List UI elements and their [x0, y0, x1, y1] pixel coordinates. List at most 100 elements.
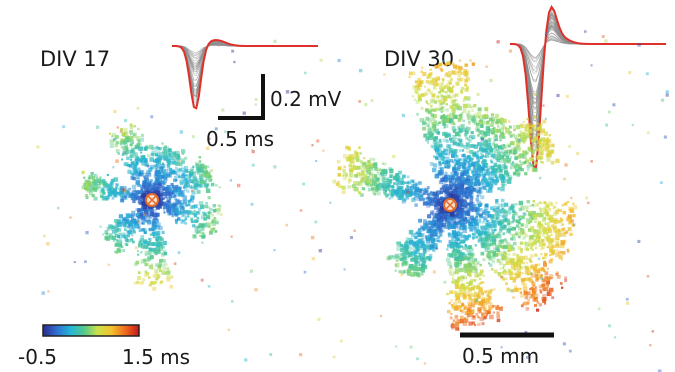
- latency-pixel: [131, 161, 135, 164]
- latency-pixel: [210, 182, 215, 187]
- latency-pixel: [163, 154, 167, 159]
- latency-pixel: [471, 169, 475, 173]
- latency-pixel: [400, 248, 405, 253]
- latency-pixel: [545, 212, 550, 216]
- latency-pixel: [504, 202, 509, 207]
- latency-pixel: [175, 191, 180, 196]
- latency-pixel: [123, 221, 127, 225]
- latency-pixel: [453, 159, 456, 161]
- latency-pixel: [396, 183, 399, 186]
- latency-pixel: [153, 215, 158, 221]
- latency-pixel: [378, 182, 383, 187]
- latency-pixel: [413, 236, 417, 240]
- latency-pixel: [520, 131, 526, 137]
- latency-pixel: [439, 216, 443, 220]
- latency-pixel: [137, 214, 142, 219]
- latency-pixel: [474, 301, 477, 304]
- latency-pixel: [517, 167, 522, 172]
- latency-pixel: [177, 162, 181, 166]
- latency-pixel: [501, 258, 505, 261]
- latency-pixel: [463, 188, 466, 191]
- latency-pixel: [547, 150, 551, 154]
- latency-pixel: [472, 114, 476, 118]
- latency-pixel: [449, 137, 452, 141]
- latency-pixel: [456, 319, 461, 324]
- latency-pixel: [540, 128, 545, 133]
- latency-pixel: [433, 155, 436, 158]
- latency-pixel: [439, 200, 442, 203]
- latency-pixel: [436, 202, 441, 207]
- latency-pixel: [442, 115, 448, 120]
- latency-pixel: [436, 131, 441, 135]
- latency-pixel: [129, 149, 134, 154]
- latency-pixel: [470, 266, 475, 270]
- latency-pixel: [494, 211, 499, 216]
- latency-pixel: [136, 177, 140, 181]
- latency-pixel: [453, 141, 457, 145]
- latency-pixel: [122, 142, 126, 145]
- latency-pixel: [425, 116, 430, 121]
- latency-pixel: [467, 120, 471, 124]
- latency-pixel: [458, 250, 462, 254]
- latency-pixel: [495, 168, 498, 171]
- latency-pixel: [336, 159, 341, 164]
- latency-pixel: [181, 191, 185, 194]
- latency-pixel: [173, 201, 176, 204]
- latency-pixel: [437, 206, 442, 210]
- latency-pixel: [137, 210, 142, 215]
- latency-pixel: [517, 145, 521, 149]
- latency-pixel: [444, 166, 447, 169]
- latency-pixel: [451, 253, 456, 258]
- latency-pixel: [155, 212, 160, 217]
- latency-pixel: [168, 210, 174, 216]
- latency-pixel: [385, 178, 389, 182]
- latency-pixel: [501, 207, 504, 210]
- latency-pixel: [450, 224, 456, 229]
- latency-pixel: [460, 235, 464, 239]
- latency-pixel: [470, 224, 473, 227]
- latency-pixel: [523, 231, 526, 234]
- latency-pixel: [482, 291, 485, 294]
- latency-pixel: [509, 237, 513, 241]
- latency-pixel: [518, 133, 522, 137]
- latency-pixel: [546, 245, 549, 249]
- latency-pixel: [457, 167, 461, 171]
- latency-pixel: [207, 213, 211, 217]
- latency-pixel: [513, 149, 517, 153]
- latency-pixel: [449, 159, 453, 163]
- latency-pixel: [201, 205, 205, 209]
- latency-pixel: [433, 143, 436, 146]
- latency-pixel: [200, 227, 204, 231]
- latency-pixel: [478, 272, 483, 276]
- latency-pixel-outlier: [36, 145, 40, 149]
- latency-pixel: [468, 159, 471, 162]
- latency-pixel: [455, 285, 459, 289]
- latency-pixel: [163, 183, 166, 186]
- latency-pixel: [545, 210, 549, 214]
- latency-pixel: [555, 235, 560, 240]
- latency-pixel: [513, 272, 517, 276]
- latency-pixel: [158, 182, 162, 186]
- latency-pixel: [450, 299, 453, 302]
- latency-pixel: [427, 135, 433, 140]
- latency-pixel: [199, 234, 202, 237]
- latency-pixel: [83, 182, 86, 185]
- latency-pixel: [148, 247, 153, 252]
- latency-pixel: [526, 265, 529, 269]
- latency-pixel: [454, 326, 460, 331]
- latency-pixel: [140, 208, 144, 212]
- latency-pixel: [446, 292, 449, 296]
- latency-pixel: [464, 268, 469, 274]
- latency-pixel: [457, 276, 461, 279]
- latency-pixel: [519, 123, 524, 128]
- latency-pixel: [457, 300, 462, 304]
- latency-pixel: [561, 232, 566, 237]
- latency-pixel-outlier: [112, 166, 115, 169]
- latency-pixel: [131, 141, 134, 144]
- latency-pixel: [455, 65, 460, 70]
- latency-pixel: [538, 303, 542, 307]
- latency-pixel: [428, 220, 434, 225]
- latency-pixel: [166, 270, 171, 275]
- latency-pixel: [539, 289, 542, 292]
- latency-pixel: [448, 268, 453, 273]
